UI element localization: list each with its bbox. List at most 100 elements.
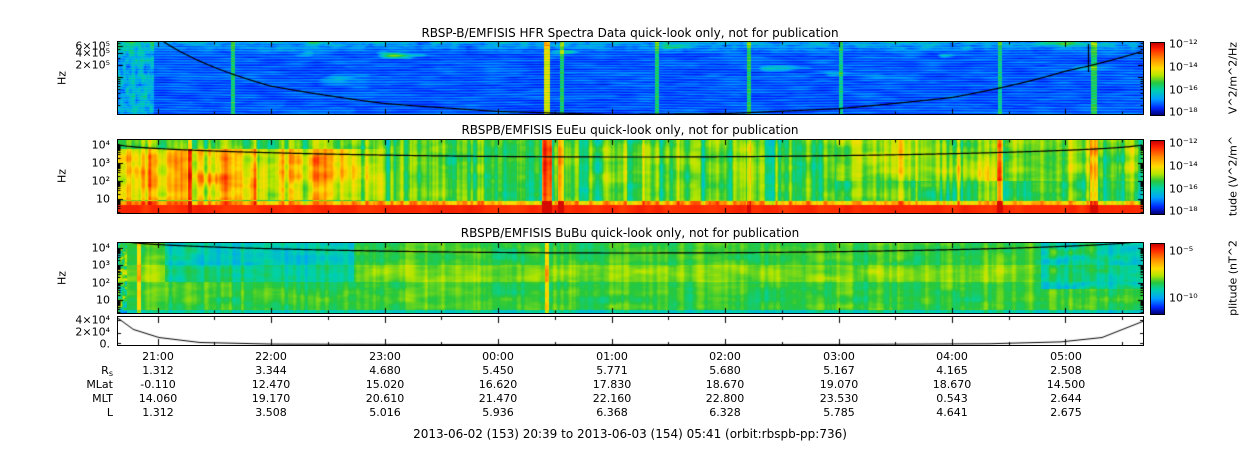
time-tick-label: 03:00 xyxy=(823,350,855,363)
y-tick-label: 0. xyxy=(99,337,111,351)
y-tick-label: 6×10⁵ xyxy=(75,39,110,53)
ephemeris-value: 5.680 xyxy=(709,364,741,377)
colorbar-tick-label: 10⁻¹⁴ xyxy=(1169,60,1198,74)
colorbar-bub xyxy=(1150,243,1165,315)
ephemeris-value: 2.508 xyxy=(1050,364,1082,377)
time-range-footer: 2013-06-02 (153) 20:39 to 2013-06-03 (15… xyxy=(413,427,847,441)
time-axis-labels: 21:00 22:00 23:00 00:00 01:00 02:00 03:00 04:00… xyxy=(0,350,1250,364)
ephemeris-value: 4.680 xyxy=(369,364,401,377)
ephemeris-values-mlt: 14.060 19.170 20.610 21.470 22.160 22.800 23.5… xyxy=(0,392,1250,405)
ephemeris-label-mlt: MLT xyxy=(0,392,113,406)
ephemeris-value: 3.344 xyxy=(255,364,287,377)
colorbar-tick-label: 10⁻¹⁴ xyxy=(1169,159,1198,173)
ephemeris-values-mlat: -0.110 12.470 15.020 16.620 17.830 18.670 19.0… xyxy=(0,378,1250,391)
colorbar-tick-label: 10⁻¹⁸ xyxy=(1169,204,1198,218)
ephemeris-label-l: L xyxy=(0,406,113,420)
colorbar-hfr-unit-label: V^2/m^2/Hz xyxy=(1226,41,1240,115)
ephemeris-value: 19.070 xyxy=(819,378,859,391)
time-tick-label: 02:00 xyxy=(709,350,741,363)
hfr-spectrogram-canvas xyxy=(118,42,1143,114)
y-tick-label: 10² xyxy=(91,276,110,290)
panel-bub-spectrogram xyxy=(117,242,1144,314)
ephemeris-value: 1.312 xyxy=(142,364,174,377)
panel-euu-title: RBSPB/EMFISIS EuEu quick-look only, not … xyxy=(461,123,799,137)
ephemeris-value: 2.644 xyxy=(1050,392,1082,405)
ephemeris-value: 6.328 xyxy=(709,406,741,419)
ephemeris-value: 12.470 xyxy=(251,378,291,391)
ephemeris-label-text: MLT xyxy=(92,392,113,405)
ephemeris-value: 5.785 xyxy=(823,406,855,419)
ephemeris-value: -0.110 xyxy=(140,378,176,391)
time-tick-label: 05:00 xyxy=(1050,350,1082,363)
time-tick-label: 22:00 xyxy=(255,350,287,363)
colorbar-tick-label: 10⁻¹⁰ xyxy=(1169,291,1198,305)
colorbar-bub-tick-labels: 10⁻⁵ 10⁻¹⁰ xyxy=(1166,243,1220,313)
hfr-y-tick-labels: 6×10⁵ 4×10⁵ 2×10⁵ xyxy=(0,39,112,114)
ephemeris-label-subscript: s xyxy=(108,369,113,378)
colorbar-hfr-tick-labels: 10⁻¹² 10⁻¹⁴ 10⁻¹⁶ 10⁻¹⁸ xyxy=(1166,38,1220,119)
ephemeris-value: 1.312 xyxy=(142,406,174,419)
ephemeris-value: 4.641 xyxy=(936,406,968,419)
y-tick-label: 2×10⁴ xyxy=(75,325,110,339)
colorbar-tick-label: 10⁻¹⁸ xyxy=(1169,105,1198,119)
ephemeris-value: 3.508 xyxy=(255,406,287,419)
ephemeris-label-text: R xyxy=(101,364,109,377)
ephemeris-label-mlat: MLat xyxy=(0,378,113,392)
ephemeris-value: 20.610 xyxy=(365,392,405,405)
y-tick-label: 10 xyxy=(96,192,110,206)
ephemeris-value: 17.830 xyxy=(592,378,632,391)
y-tick-label: 4×10⁵ xyxy=(75,46,110,60)
ephemeris-value: 5.016 xyxy=(369,406,401,419)
ephemeris-value: 15.020 xyxy=(365,378,405,391)
y-tick-label: 2×10⁵ xyxy=(75,58,110,72)
ephemeris-label-rs: Rs xyxy=(0,364,113,378)
colorbar-hfr xyxy=(1150,42,1165,116)
ephemeris-value: 21.470 xyxy=(478,392,518,405)
bub-spectrogram-canvas xyxy=(118,243,1143,313)
ephemeris-value: 16.620 xyxy=(478,378,518,391)
y-tick-label: 10 xyxy=(96,293,110,307)
ephemeris-value: 22.160 xyxy=(592,392,632,405)
time-tick-label: 21:00 xyxy=(142,350,174,363)
y-tick-label: 4×10⁴ xyxy=(75,313,110,327)
ephemeris-value: 18.670 xyxy=(932,378,972,391)
ephemeris-value: 14.500 xyxy=(1046,378,1086,391)
ephemeris-value: 19.170 xyxy=(251,392,291,405)
panel-hfr-title: RBSP-B/EMFISIS HFR Spectra Data quick-lo… xyxy=(421,26,839,40)
colorbar-tick-label: 10⁻¹² xyxy=(1169,136,1198,150)
y-tick-label: 10⁴ xyxy=(91,241,110,255)
colorbar-tick-label: 10⁻¹² xyxy=(1169,37,1198,51)
ephemeris-value: 5.450 xyxy=(482,364,514,377)
y-tick-label: 10³ xyxy=(91,258,110,272)
colorbar-euu-unit-label: tude (V^2/m^ xyxy=(1226,135,1240,217)
ephemeris-value: 23.530 xyxy=(819,392,859,405)
time-tick-label: 00:00 xyxy=(482,350,514,363)
panel-hfr-spectrogram xyxy=(117,41,1144,115)
time-tick-label: 04:00 xyxy=(936,350,968,363)
ephemeris-value: 2.675 xyxy=(1050,406,1082,419)
ephemeris-values-rs: 1.312 3.344 4.680 5.450 5.771 5.680 5.167 4.165… xyxy=(0,364,1250,377)
ephemeris-value: 6.368 xyxy=(596,406,628,419)
panel-bub-title: RBSPB/EMFISIS BuBu quick-look only, not … xyxy=(460,226,800,240)
ephemeris-value: 4.165 xyxy=(936,364,968,377)
colorbar-euu-tick-labels: 10⁻¹² 10⁻¹⁴ 10⁻¹⁶ 10⁻¹⁸ xyxy=(1166,136,1220,218)
ephemeris-value: 5.167 xyxy=(823,364,855,377)
y-tick-label: 10² xyxy=(91,174,110,188)
ephemeris-label-text: MLat xyxy=(86,378,113,391)
colorbar-tick-label: 10⁻⁵ xyxy=(1169,244,1194,258)
colorbar-bub-unit-label: plitude (nT^2 xyxy=(1226,240,1240,316)
time-tick-label: 01:00 xyxy=(596,350,628,363)
ephemeris-value: 22.800 xyxy=(705,392,745,405)
ephemeris-values-l: 1.312 3.508 5.016 5.936 6.368 6.328 5.785 4.641… xyxy=(0,406,1250,419)
euu-spectrogram-canvas xyxy=(118,140,1143,213)
euu-y-tick-labels: 10⁴ 10³ 10² 10 xyxy=(0,139,112,213)
time-tick-label: 23:00 xyxy=(369,350,401,363)
ephemeris-label-text: L xyxy=(106,406,113,419)
aux-y-tick-labels: 4×10⁴ 2×10⁴ 0. xyxy=(0,313,112,351)
ephemeris-value: 18.670 xyxy=(705,378,745,391)
ephemeris-value: 14.060 xyxy=(138,392,178,405)
ephemeris-value: 5.936 xyxy=(482,406,514,419)
y-tick-label: 10³ xyxy=(91,156,110,170)
ephemeris-value: 5.771 xyxy=(596,364,628,377)
